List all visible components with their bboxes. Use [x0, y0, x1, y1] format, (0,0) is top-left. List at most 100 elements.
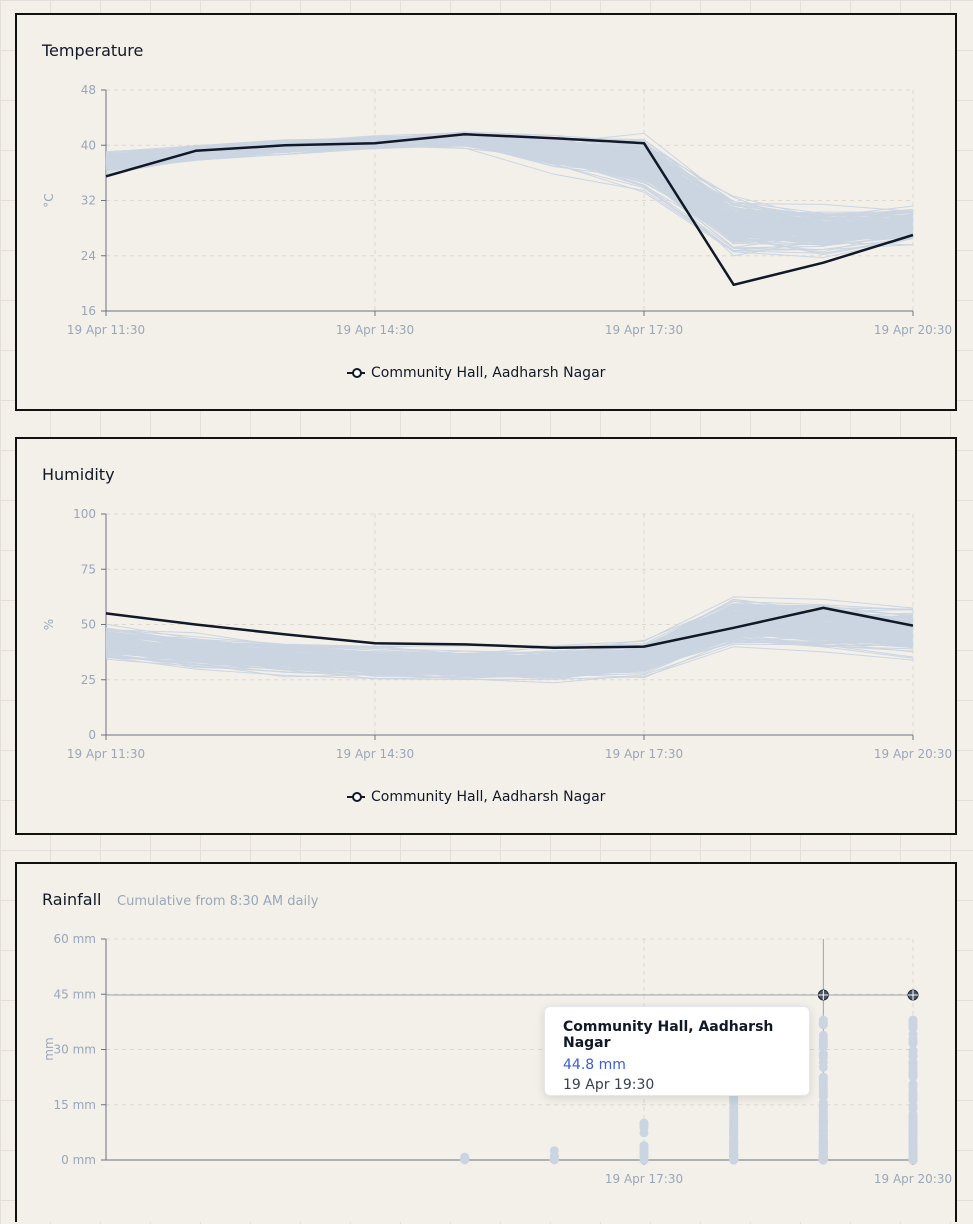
background-series-line [105, 632, 914, 678]
background-series-group [105, 131, 914, 259]
humidity-panel: Humidity 0 25 50 75 100 19 Apr 11:30 19 Apr 14… [15, 437, 957, 835]
background-point [908, 1112, 918, 1122]
background-series-line [105, 608, 914, 663]
highlight-series-line [105, 132, 914, 287]
x-tick-label: 19 Apr 11:30 [67, 323, 145, 337]
legend-line-marker-icon [347, 368, 365, 378]
temperature-legend[interactable]: Community Hall, Aadharsh Nagar [347, 365, 605, 381]
rainfall-panel: Rainfall Cumulative from 8:30 AM daily 0… [15, 862, 957, 1222]
humidity-legend[interactable]: Community Hall, Aadharsh Nagar [347, 789, 605, 805]
legend-label: Community Hall, Aadharsh Nagar [371, 789, 606, 805]
y-tick-label: 40 [81, 138, 96, 152]
x-tick-label: 19 Apr 11:30 [67, 747, 145, 761]
x-tick-label: 19 Apr 17:30 [605, 1172, 683, 1186]
background-point [818, 1081, 828, 1091]
background-point [549, 1155, 559, 1164]
background-point [908, 1083, 918, 1092]
y-tick-label: 32 [81, 194, 96, 208]
temperature-panel: Temperature 16 24 32 40 48 19 Apr 11:30 19 Apr… [15, 13, 957, 411]
background-series-line [105, 629, 914, 676]
x-tick-label: 19 Apr 20:30 [874, 323, 952, 337]
background-point [729, 1103, 739, 1113]
rainfall-tooltip: Community Hall, Aadharsh Nagar 44.8 mm 1… [544, 1006, 810, 1096]
background-point [908, 1137, 918, 1147]
humidity-title: Humidity [42, 465, 115, 484]
background-series-line [105, 604, 914, 664]
y-tick-label: 24 [81, 249, 96, 263]
legend-label: Community Hall, Aadharsh Nagar [371, 365, 606, 381]
y-tick-label: 48 [81, 83, 96, 97]
background-series-line [105, 614, 914, 667]
x-tick-label: 19 Apr 14:30 [336, 323, 414, 337]
background-point [818, 1138, 828, 1148]
background-series-line [105, 600, 914, 655]
background-series-line [105, 141, 914, 246]
y-tick-label: 30 mm [54, 1043, 96, 1057]
background-point [818, 1062, 828, 1072]
background-point [908, 1104, 918, 1114]
background-point [729, 1109, 739, 1119]
background-point [729, 1150, 739, 1160]
x-tick-label: 19 Apr 14:30 [336, 747, 414, 761]
background-series-line [105, 646, 914, 681]
y-axis-label: % [42, 619, 56, 630]
background-point [818, 1050, 828, 1060]
background-series-line [105, 145, 914, 252]
y-tick-label: 45 mm [54, 987, 96, 1001]
y-axis-label: °C [42, 193, 56, 207]
x-tick-label: 19 Apr 17:30 [605, 323, 683, 337]
background-point [908, 1057, 918, 1067]
y-tick-label: 0 [88, 728, 96, 742]
background-series-line [105, 623, 914, 670]
background-series-group [105, 596, 914, 684]
background-point [639, 1118, 649, 1128]
rainfall-subtitle: Cumulative from 8:30 AM daily [117, 894, 319, 909]
y-tick-label: 0 mm [61, 1153, 96, 1167]
temperature-chart[interactable]: 16 24 32 40 48 19 Apr 11:30 19 Apr 14:30 19 Apr… [17, 15, 959, 413]
background-point [908, 1015, 918, 1025]
background-point [729, 1141, 739, 1151]
humidity-chart[interactable]: 0 25 50 75 100 19 Apr 11:30 19 Apr 14:30 19 Apr… [17, 439, 959, 837]
background-point [908, 1091, 918, 1101]
background-point [729, 1134, 739, 1144]
x-tick-label: 19 Apr 20:30 [874, 747, 952, 761]
background-series-line [105, 643, 914, 684]
y-tick-label: 75 [81, 562, 96, 576]
rainfall-chart[interactable]: 0 mm 15 mm 30 mm 45 mm 60 mm 19 Apr 17:30 19 A… [17, 864, 959, 1224]
highlight-series-line [105, 606, 914, 649]
background-point [818, 1154, 828, 1164]
y-tick-label: 50 [81, 618, 96, 632]
background-series-line [105, 139, 914, 235]
background-series-line [105, 142, 914, 248]
tooltip-time: 19 Apr 19:30 [563, 1077, 655, 1093]
background-series-line [105, 140, 914, 239]
y-tick-label: 15 mm [54, 1098, 96, 1112]
rainfall-title: Rainfall [42, 890, 102, 909]
background-point [908, 1034, 918, 1044]
background-series-line [105, 617, 914, 668]
y-axis-label: mm [42, 1037, 56, 1060]
x-tick-label: 19 Apr 20:30 [874, 1172, 952, 1186]
background-series-line [105, 610, 914, 661]
legend-line-marker-icon [347, 792, 365, 802]
background-point [818, 1042, 828, 1052]
y-tick-label: 100 [73, 507, 96, 521]
background-point [818, 1103, 828, 1113]
background-point [460, 1152, 470, 1162]
background-series-line [105, 623, 914, 673]
tooltip-title: Community Hall, Aadharsh Nagar [563, 1019, 774, 1051]
background-series-line [105, 137, 914, 228]
background-point [818, 1088, 828, 1098]
y-tick-label: 60 mm [54, 932, 96, 946]
y-tick-label: 16 [81, 304, 96, 318]
background-series-line [105, 628, 914, 678]
y-tick-label: 25 [81, 673, 96, 687]
tooltip-value: 44.8 mm [563, 1057, 626, 1073]
background-point [908, 1122, 918, 1132]
temperature-title: Temperature [42, 41, 144, 60]
background-point [818, 1015, 828, 1025]
background-point [818, 1117, 828, 1126]
background-point [908, 1071, 918, 1081]
background-point [908, 1154, 918, 1164]
background-point [549, 1146, 559, 1156]
